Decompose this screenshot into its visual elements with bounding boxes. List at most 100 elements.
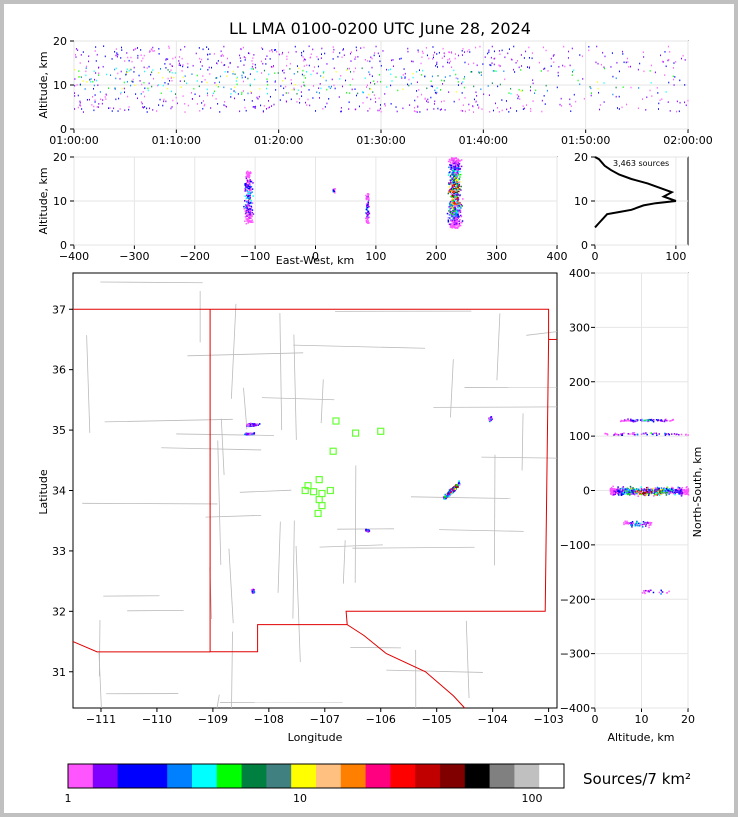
source-point [140,93,142,95]
y-tick-label: 0 [581,239,588,252]
source-point [455,223,458,225]
source-point [374,52,376,54]
county-line [216,694,220,709]
source-point [678,493,680,495]
source-point [333,67,335,70]
source-point [636,433,639,436]
source-point [454,162,457,164]
source-point [487,52,489,55]
source-point [613,488,616,490]
source-point [460,109,462,112]
source-point [454,489,456,492]
source-point [449,223,452,225]
source-point [418,89,420,91]
source-point [450,207,452,210]
source-point [312,70,314,72]
y-tick-label: 33 [52,545,66,558]
source-point [269,50,271,52]
source-point [249,217,251,219]
source-point [167,69,169,71]
source-point [666,490,668,492]
source-point [360,47,362,49]
source-point [343,54,345,57]
source-point [457,165,460,167]
source-point [299,101,301,104]
source-point [454,222,457,224]
source-point [457,202,459,205]
source-point [582,78,584,80]
source-point [171,65,173,67]
source-point [163,100,165,103]
source-point [77,106,79,109]
source-point [144,70,146,73]
source-point [153,77,155,80]
source-point [303,50,305,53]
source-point [675,433,677,436]
x-tick-label: 200 [426,250,447,263]
source-point [679,101,681,104]
x-tick-label: 300 [486,250,507,263]
source-point [130,84,132,87]
source-point [664,490,666,492]
source-point [602,51,604,54]
source-point [676,491,678,493]
source-point [181,57,183,60]
source-point [268,73,270,76]
source-point [413,110,415,112]
source-point [250,205,253,208]
source-point [451,204,454,207]
source-point [362,91,364,94]
source-point [489,417,491,420]
source-point [541,110,543,113]
source-point [247,213,249,215]
source-point [660,419,662,422]
source-point [79,75,81,78]
source-point [455,197,458,199]
source-point [421,74,423,76]
source-point [340,74,342,77]
source-point [323,76,325,79]
source-point [452,194,454,197]
source-point [455,53,457,55]
source-point [476,64,478,67]
source-point [143,81,145,84]
source-point [450,179,452,181]
county-line [279,313,283,430]
y-tick-label: 35 [52,424,66,437]
source-point [456,223,458,226]
source-point [251,425,253,427]
y-tick-label: 20 [53,35,67,48]
source-point [448,166,450,169]
source-point [246,207,249,209]
source-point [246,208,248,211]
source-point [440,108,442,111]
source-point [687,492,689,494]
source-point [301,54,303,57]
source-point [635,419,638,422]
source-point [354,108,356,111]
source-point [437,75,439,77]
source-point [250,180,252,183]
source-point [252,589,255,591]
source-point [151,49,153,51]
source-point [80,76,82,79]
source-point [200,68,202,70]
source-point [672,75,674,78]
source-point [74,84,76,87]
source-point [454,187,456,190]
source-point [451,219,454,222]
source-point [249,195,251,198]
source-point [273,65,275,67]
source-point [661,420,663,422]
source-point [81,108,83,110]
source-point [531,57,533,60]
source-point [664,489,666,492]
x-tick-label: −107 [310,713,340,726]
source-point [510,58,512,61]
source-point [263,105,265,107]
source-point [167,58,169,60]
source-point [503,70,505,73]
source-point [655,490,658,492]
source-point [156,110,158,112]
source-point [417,49,419,52]
